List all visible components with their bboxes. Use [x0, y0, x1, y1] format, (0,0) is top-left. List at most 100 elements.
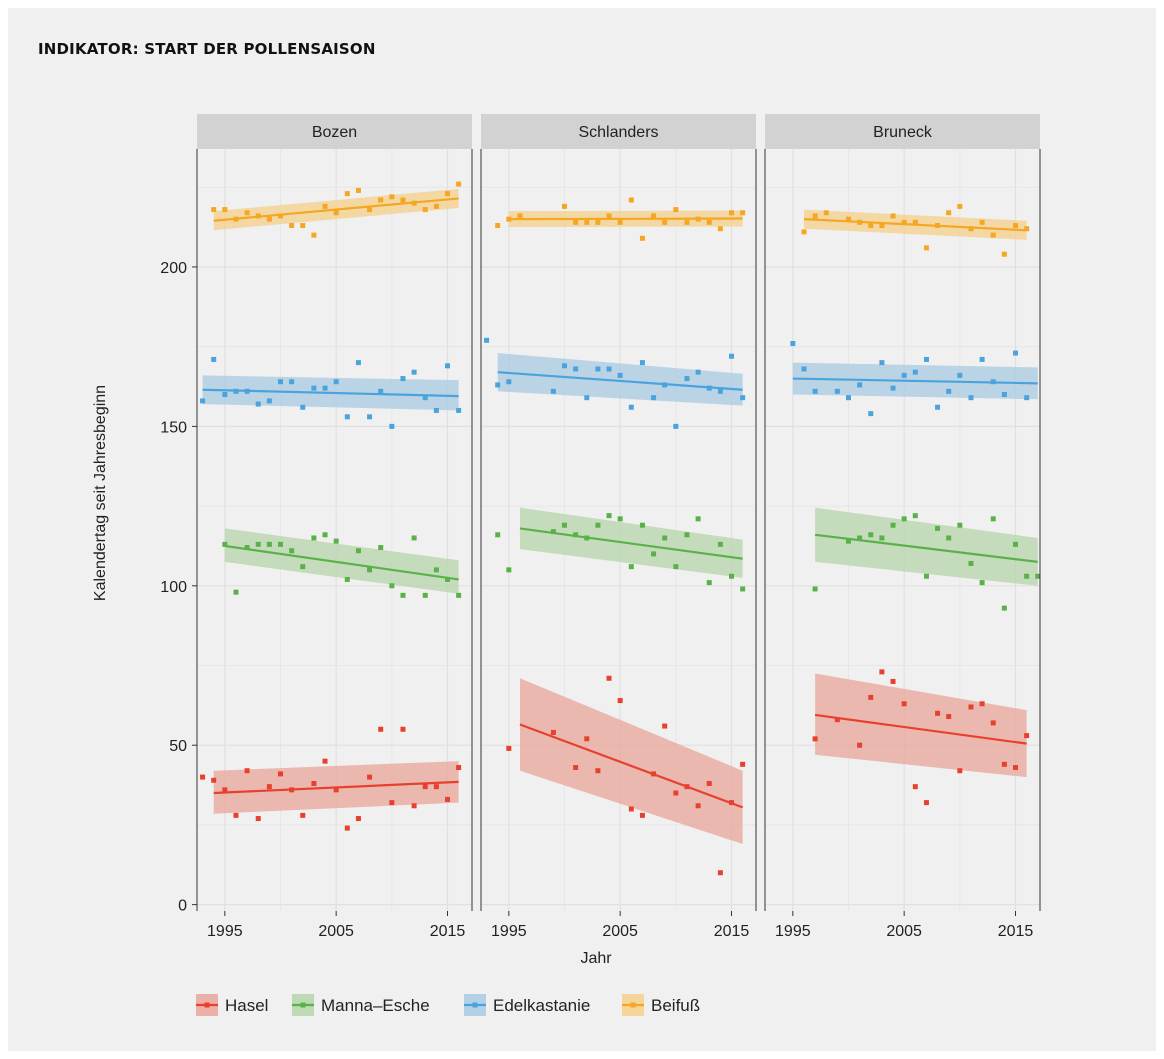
data-point [233, 589, 239, 595]
trend-line [519, 527, 743, 560]
data-point [695, 369, 701, 375]
data-point [1013, 765, 1019, 771]
data-point [378, 545, 384, 551]
data-point [1001, 391, 1007, 397]
x-tick-label: 2015 [430, 923, 466, 940]
data-point [211, 356, 217, 362]
data-point [266, 541, 272, 547]
data-point [573, 219, 579, 225]
data-point [400, 592, 406, 598]
data-point [255, 816, 261, 822]
data-point [344, 414, 350, 420]
data-point [289, 548, 295, 554]
data-point [595, 366, 601, 372]
data-point [355, 548, 361, 554]
data-point [684, 532, 690, 538]
data-point [367, 774, 373, 780]
data-point [355, 360, 361, 366]
data-point [695, 516, 701, 522]
data-point [495, 382, 501, 388]
data-point [890, 522, 896, 528]
data-point [606, 675, 612, 681]
data-point [935, 404, 941, 410]
data-point [456, 407, 462, 413]
data-point [495, 532, 501, 538]
data-point [662, 382, 668, 388]
data-point [1024, 573, 1030, 579]
data-point [422, 784, 428, 790]
chart-title: INDIKATOR: START DER POLLENSAISON [38, 40, 376, 58]
data-point [812, 736, 818, 742]
data-point [912, 784, 918, 790]
data-point [1024, 226, 1030, 232]
x-tick-label: 2015 [998, 923, 1034, 940]
data-point [979, 701, 985, 707]
data-point [968, 395, 974, 401]
data-point [422, 395, 428, 401]
data-point [255, 401, 261, 407]
data-point [968, 704, 974, 710]
data-point [411, 803, 417, 809]
data-point [389, 583, 395, 589]
data-point [311, 385, 317, 391]
data-point [868, 411, 874, 417]
data-point [923, 573, 929, 579]
data-point [344, 191, 350, 197]
data-point [333, 210, 339, 216]
data-point [651, 551, 657, 557]
data-point [823, 210, 829, 216]
facet-panel-bruneck: Bruneck 1995 2005 2015 [764, 114, 1041, 940]
data-point [979, 356, 985, 362]
data-point [595, 768, 601, 774]
data-point [946, 388, 952, 394]
data-point [550, 729, 556, 735]
data-point [673, 790, 679, 796]
data-point [695, 803, 701, 809]
data-point [506, 216, 512, 222]
data-point [846, 395, 852, 401]
data-point [378, 197, 384, 203]
x-tick-label: 2015 [714, 923, 750, 940]
data-point [890, 678, 896, 684]
data-point [389, 194, 395, 200]
data-point [222, 391, 228, 397]
data-point [584, 736, 590, 742]
data-point [706, 580, 712, 586]
data-point [562, 522, 568, 528]
data-point [311, 232, 317, 238]
legend-item: Hasel [196, 994, 268, 1016]
data-point [740, 586, 746, 592]
data-point [200, 774, 206, 780]
data-point [355, 816, 361, 822]
data-point [651, 771, 657, 777]
data-point [322, 203, 328, 209]
data-point [300, 564, 306, 570]
data-point [344, 825, 350, 831]
data-point [562, 363, 568, 369]
data-point [456, 181, 462, 187]
legend-label: Hasel [225, 996, 268, 1015]
data-point [445, 796, 451, 802]
data-point [662, 535, 668, 541]
data-point [639, 812, 645, 818]
data-point [445, 576, 451, 582]
data-point [289, 787, 295, 793]
x-tick-label: 2005 [886, 923, 922, 940]
data-point [255, 213, 261, 219]
data-point [868, 223, 874, 229]
trend-line [213, 197, 459, 222]
data-point [662, 219, 668, 225]
data-point [628, 404, 634, 410]
data-point [1001, 251, 1007, 257]
trend-line [519, 723, 744, 809]
data-point [433, 784, 439, 790]
data-point [706, 780, 712, 786]
data-point [706, 219, 712, 225]
data-point [673, 207, 679, 213]
data-point [266, 784, 272, 790]
data-point [628, 806, 634, 812]
data-point [606, 213, 612, 219]
legend-key-point [300, 1002, 306, 1008]
data-point [278, 379, 284, 385]
data-point [923, 245, 929, 251]
